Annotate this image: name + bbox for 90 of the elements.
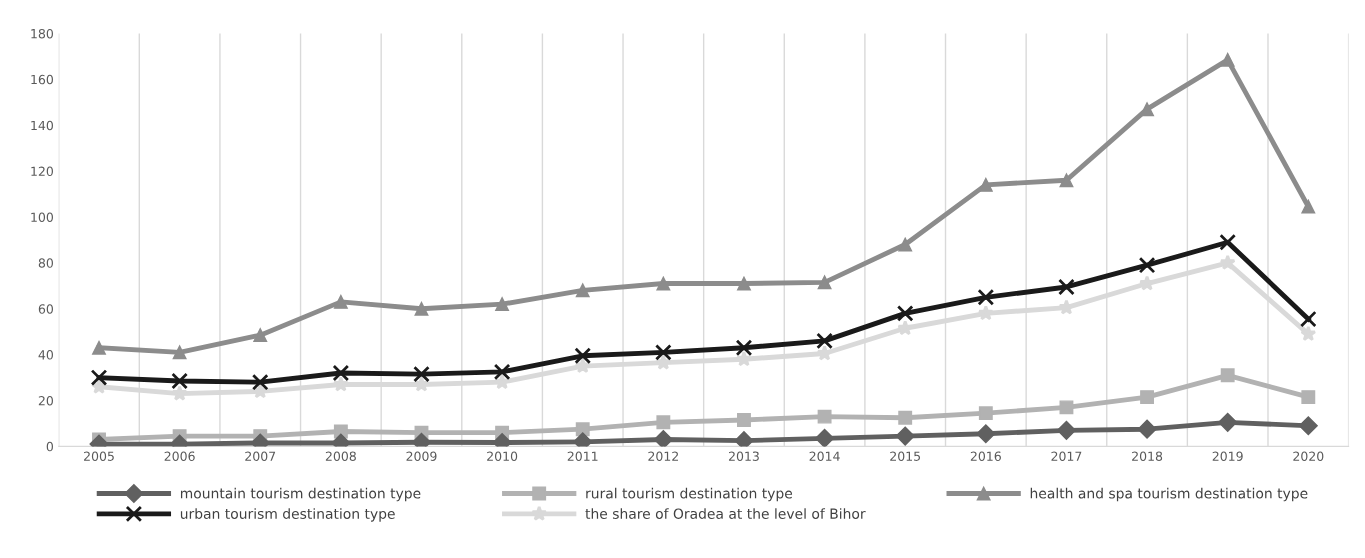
point bbox=[333, 294, 348, 309]
y-tick-label: 20 bbox=[38, 395, 53, 406]
y-tick-label: 40 bbox=[38, 350, 53, 360]
x-tick-label: 2019 bbox=[1212, 451, 1243, 461]
y-tick-label: 160 bbox=[31, 74, 53, 85]
point bbox=[816, 332, 833, 350]
point bbox=[92, 340, 106, 355]
point bbox=[1300, 325, 1317, 341]
point bbox=[1219, 233, 1237, 251]
x-tick-label: 2008 bbox=[325, 451, 356, 461]
x-tick-label: 2009 bbox=[406, 451, 437, 461]
point bbox=[1301, 199, 1316, 214]
point bbox=[1140, 390, 1155, 405]
x-tick-label: 2018 bbox=[1132, 451, 1163, 461]
y-tick-label: 180 bbox=[31, 28, 53, 39]
point bbox=[332, 376, 349, 392]
point bbox=[1056, 420, 1076, 440]
x-tick-label: 2017 bbox=[1051, 451, 1082, 461]
x-tick-label: 2015 bbox=[890, 451, 921, 461]
point bbox=[574, 347, 592, 365]
point bbox=[171, 372, 188, 390]
x-tick-label: 2016 bbox=[970, 451, 1001, 461]
point bbox=[735, 339, 753, 357]
x-tick-label: 2006 bbox=[164, 451, 195, 461]
point bbox=[1137, 419, 1157, 439]
point bbox=[895, 426, 915, 446]
point bbox=[574, 357, 591, 374]
point bbox=[1220, 368, 1235, 383]
y-tick-label: 140 bbox=[31, 120, 53, 131]
y-tick-label: 80 bbox=[38, 258, 53, 268]
point bbox=[977, 288, 995, 306]
point bbox=[655, 344, 672, 361]
legend-label: health and spa tourism destination type bbox=[1030, 487, 1308, 502]
legend-label: urban tourism destination type bbox=[180, 508, 395, 522]
point bbox=[1219, 254, 1236, 270]
point bbox=[414, 301, 429, 316]
x-tick-label: 2007 bbox=[245, 451, 276, 461]
x-tick-label: 2020 bbox=[1293, 451, 1324, 461]
point bbox=[1140, 102, 1155, 117]
point bbox=[1058, 278, 1075, 296]
point bbox=[898, 237, 913, 252]
point bbox=[898, 410, 913, 425]
point bbox=[251, 373, 269, 391]
x-tick-label: 2014 bbox=[809, 451, 840, 461]
point bbox=[575, 283, 590, 298]
point bbox=[90, 369, 108, 386]
point bbox=[332, 364, 350, 382]
point bbox=[737, 276, 751, 291]
point bbox=[976, 424, 996, 444]
point bbox=[495, 297, 510, 312]
point bbox=[896, 305, 914, 322]
y-tick-label: 60 bbox=[38, 304, 53, 314]
legend-label: the share of Oradea at the level of Bihor bbox=[585, 508, 866, 519]
point bbox=[1301, 390, 1316, 405]
point bbox=[1059, 173, 1074, 188]
y-tick-label: 0 bbox=[46, 441, 53, 452]
x-tick-label: 2012 bbox=[648, 451, 678, 461]
x-tick-label: 2005 bbox=[84, 451, 114, 461]
point bbox=[1220, 52, 1235, 67]
point bbox=[253, 328, 268, 343]
point bbox=[817, 275, 832, 290]
point bbox=[977, 305, 994, 321]
y-tick-label: 100 bbox=[31, 212, 53, 222]
x-tick-label: 2011 bbox=[567, 451, 598, 461]
point bbox=[575, 422, 590, 437]
point bbox=[1138, 256, 1156, 274]
point bbox=[413, 376, 430, 392]
point bbox=[653, 429, 673, 447]
point bbox=[1059, 400, 1074, 415]
point bbox=[978, 406, 993, 421]
y-tick-label: 120 bbox=[31, 166, 53, 177]
point bbox=[735, 350, 752, 367]
point bbox=[1218, 412, 1238, 432]
point bbox=[817, 409, 832, 424]
point bbox=[1298, 416, 1318, 436]
point bbox=[815, 428, 835, 447]
point bbox=[656, 415, 671, 430]
x-tick-label: 2010 bbox=[487, 451, 518, 461]
point bbox=[172, 345, 187, 360]
point bbox=[171, 385, 188, 401]
point bbox=[737, 413, 751, 427]
point bbox=[493, 363, 511, 381]
x-tick-label: 2013 bbox=[728, 451, 759, 461]
point bbox=[734, 431, 754, 447]
legend-label: rural tourism destination type bbox=[586, 487, 793, 502]
point bbox=[413, 365, 430, 383]
point bbox=[656, 276, 671, 291]
point bbox=[1299, 310, 1317, 328]
point bbox=[978, 177, 993, 192]
legend-label: mountain tourism destination type bbox=[180, 487, 421, 502]
